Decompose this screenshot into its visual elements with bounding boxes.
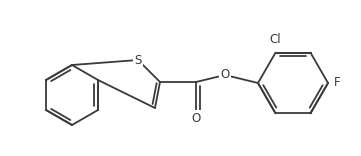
Text: Cl: Cl — [270, 33, 281, 46]
Text: O: O — [220, 68, 230, 81]
Text: F: F — [334, 76, 341, 90]
Text: O: O — [191, 112, 201, 124]
Text: S: S — [134, 54, 142, 66]
